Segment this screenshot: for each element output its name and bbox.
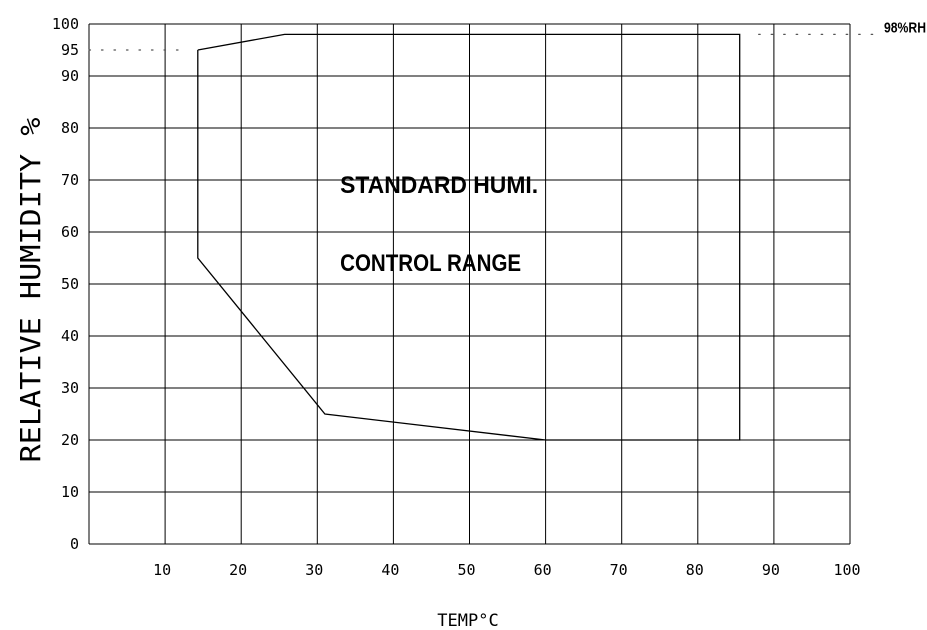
y-tick-label: 10 <box>61 483 79 501</box>
x-tick-label: 10 <box>153 561 171 579</box>
y-tick-label: 50 <box>61 275 79 293</box>
x-tick-label: 80 <box>686 561 704 579</box>
x-tick-label: 30 <box>305 561 323 579</box>
series-layer <box>197 33 741 441</box>
x-tick-label: 60 <box>534 561 552 579</box>
control-range-boundary <box>197 33 741 441</box>
x-tick-label: 50 <box>457 561 475 579</box>
x-tick-label: 90 <box>762 561 780 579</box>
x-tick-labels: 10 20 30 40 50 60 70 80 90 100 <box>153 561 860 579</box>
x-tick-label: 70 <box>610 561 628 579</box>
reference-lines: 98%RH <box>88 19 926 51</box>
x-tick-label: 20 <box>229 561 247 579</box>
x-axis-title: TEMP°C <box>437 611 498 630</box>
y-tick-label: 90 <box>61 67 79 85</box>
y-tick-labels: 0 10 20 30 40 50 60 70 80 90 95 100 <box>52 15 79 553</box>
x-tick-label: 100 <box>833 561 860 579</box>
reference-line-label: 98%RH <box>884 19 926 36</box>
y-tick-label: 80 <box>61 119 79 137</box>
grid <box>88 23 851 545</box>
annotation-text: STANDARD HUMI. <box>340 172 538 199</box>
y-axis-title: RELATIVE HUMIDITY % <box>14 117 47 462</box>
y-tick-label: 40 <box>61 327 79 345</box>
annotation-text: CONTROL RANGE <box>340 250 521 277</box>
y-tick-label: 20 <box>61 431 79 449</box>
y-tick-label: 60 <box>61 223 79 241</box>
annotations: STANDARD HUMI. CONTROL RANGE <box>340 172 538 277</box>
y-tick-label: 0 <box>70 535 79 553</box>
y-tick-label: 95 <box>61 41 79 59</box>
x-tick-label: 40 <box>381 561 399 579</box>
y-tick-label: 100 <box>52 15 79 33</box>
y-tick-label: 70 <box>61 171 79 189</box>
y-tick-label: 30 <box>61 379 79 397</box>
